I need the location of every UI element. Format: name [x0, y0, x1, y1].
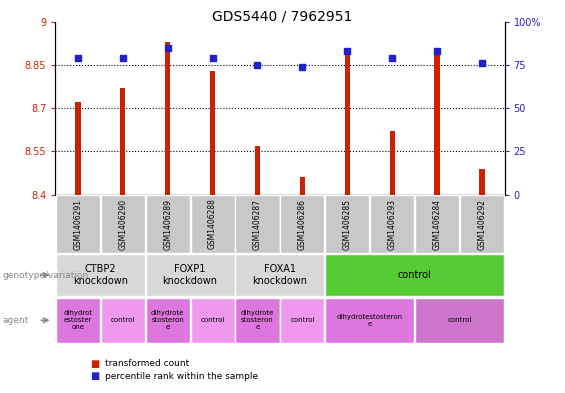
- Bar: [280, 195, 324, 253]
- Bar: [325, 298, 414, 343]
- Bar: [415, 195, 459, 253]
- Point: [298, 63, 307, 70]
- Text: GSM1406286: GSM1406286: [298, 198, 307, 250]
- Text: ■: ■: [90, 371, 99, 382]
- Bar: [120, 88, 125, 195]
- Text: genotype/variation: genotype/variation: [3, 271, 89, 279]
- Bar: [434, 48, 440, 195]
- Bar: [460, 195, 504, 253]
- Text: GSM1406288: GSM1406288: [208, 198, 217, 250]
- Text: dihydrot
estoster
one: dihydrot estoster one: [63, 310, 93, 330]
- Text: GSM1406284: GSM1406284: [433, 198, 442, 250]
- Bar: [255, 145, 260, 195]
- Text: GSM1406287: GSM1406287: [253, 198, 262, 250]
- Text: FOXA1
knockdown: FOXA1 knockdown: [253, 264, 307, 286]
- Bar: [75, 102, 81, 195]
- Bar: [101, 298, 145, 343]
- Point: [388, 55, 397, 61]
- Text: GSM1406289: GSM1406289: [163, 198, 172, 250]
- Bar: [56, 298, 100, 343]
- Point: [73, 55, 82, 61]
- Bar: [345, 48, 350, 195]
- Text: percentile rank within the sample: percentile rank within the sample: [105, 372, 258, 381]
- Text: control: control: [201, 317, 225, 323]
- Bar: [101, 195, 145, 253]
- Text: GSM1406291: GSM1406291: [73, 198, 82, 250]
- Bar: [370, 195, 414, 253]
- Bar: [146, 195, 190, 253]
- Text: control: control: [111, 317, 135, 323]
- Text: ■: ■: [90, 358, 99, 369]
- Text: GSM1406292: GSM1406292: [477, 198, 486, 250]
- Bar: [280, 298, 324, 343]
- Bar: [190, 195, 234, 253]
- Point: [477, 60, 486, 66]
- Bar: [389, 131, 395, 195]
- Bar: [210, 71, 215, 195]
- Bar: [56, 254, 145, 296]
- Text: agent: agent: [3, 316, 29, 325]
- Bar: [415, 298, 504, 343]
- Point: [163, 44, 172, 51]
- Bar: [325, 195, 370, 253]
- Text: dihydrotestosteron
e: dihydrotestosteron e: [337, 314, 403, 327]
- Text: GSM1406285: GSM1406285: [343, 198, 352, 250]
- Text: GSM1406290: GSM1406290: [118, 198, 127, 250]
- Bar: [190, 298, 234, 343]
- Text: control: control: [447, 317, 472, 323]
- Bar: [236, 298, 280, 343]
- Point: [208, 55, 217, 61]
- Bar: [146, 298, 190, 343]
- Text: control: control: [398, 270, 432, 280]
- Text: GSM1406293: GSM1406293: [388, 198, 397, 250]
- Text: transformed count: transformed count: [105, 359, 189, 368]
- Bar: [56, 195, 100, 253]
- Point: [433, 48, 442, 54]
- Bar: [479, 169, 485, 195]
- Bar: [236, 195, 280, 253]
- Text: FOXP1
knockdown: FOXP1 knockdown: [163, 264, 218, 286]
- Point: [118, 55, 127, 61]
- Text: dihydrote
stosteron
e: dihydrote stosteron e: [241, 310, 274, 330]
- Text: control: control: [290, 317, 315, 323]
- Point: [253, 62, 262, 68]
- Bar: [146, 254, 234, 296]
- Text: GDS5440 / 7962951: GDS5440 / 7962951: [212, 10, 353, 24]
- Bar: [165, 42, 171, 195]
- Bar: [299, 177, 305, 195]
- Bar: [325, 254, 504, 296]
- Text: dihydrote
stosteron
e: dihydrote stosteron e: [151, 310, 184, 330]
- Bar: [236, 254, 324, 296]
- Text: CTBP2
knockdown: CTBP2 knockdown: [73, 264, 128, 286]
- Point: [343, 48, 352, 54]
